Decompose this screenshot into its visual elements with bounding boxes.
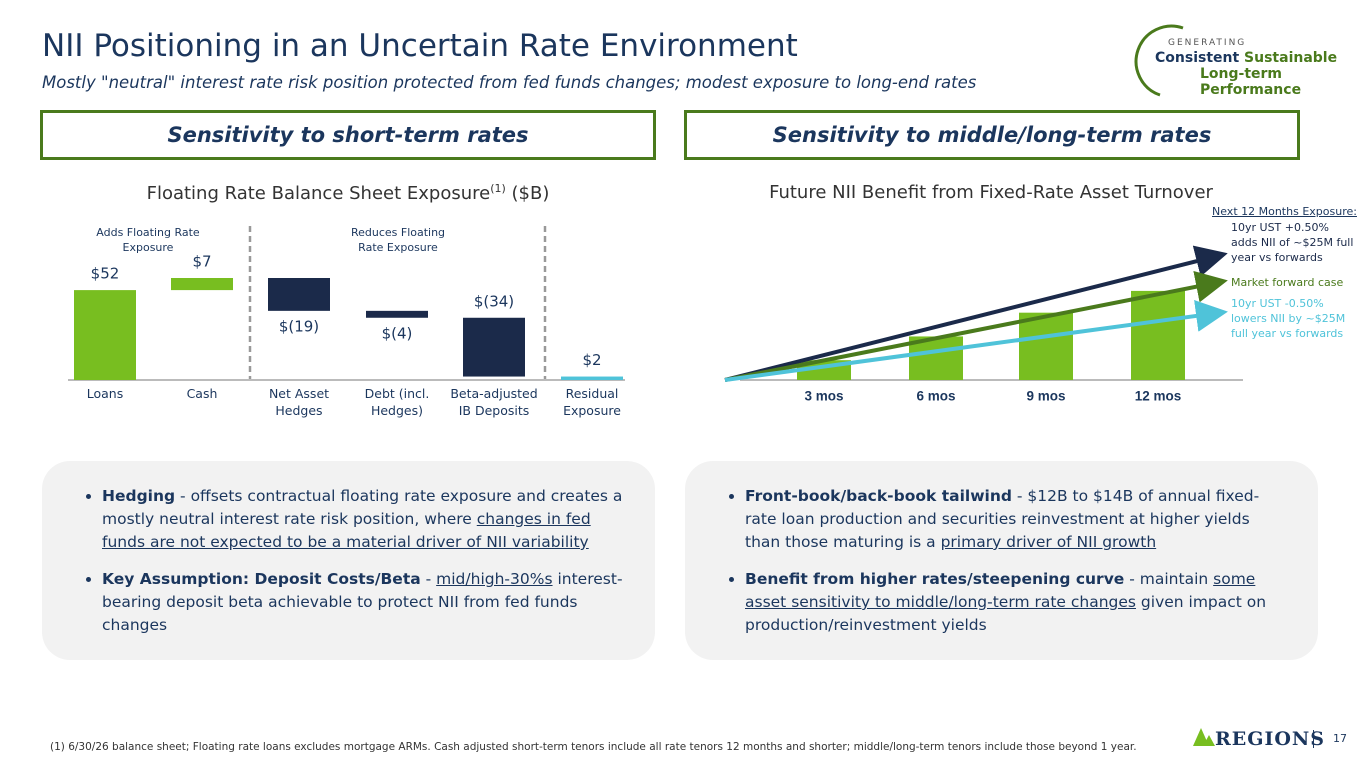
bullet-list: Front-book/back-book tailwind - $12B to … <box>685 461 1318 637</box>
line <box>724 300 1228 382</box>
legend-entry: 10yr UST +0.50% adds NII of ~$25M full y… <box>1231 221 1354 264</box>
bullet-run: interest-bearing deposit beta achievable… <box>102 570 623 634</box>
bullet-run: - offsets contractual floating rate expo… <box>102 487 623 528</box>
brand-icon <box>1193 728 1215 746</box>
bar <box>1131 290 1185 380</box>
bullet-run: Benefit from higher rates/steepening cur… <box>745 570 1125 588</box>
bullet-run: primary driver of NII growth <box>940 533 1157 551</box>
value-label: $(19) <box>279 317 319 335</box>
line <box>724 245 1228 382</box>
bullet-box: Front-book/back-book tailwind - $12B to … <box>685 461 1318 660</box>
value-label: $52 <box>91 265 120 283</box>
bar <box>561 376 623 380</box>
x-tick-label: 6 mos <box>916 389 955 404</box>
bullet-run: changes in fed funds are not expected to… <box>102 510 591 551</box>
logo-word: Sustainable <box>1244 50 1338 66</box>
x-tick-label: Net Asset Hedges <box>268 386 330 418</box>
subtitle: Mostly "neutral" interest rate risk posi… <box>42 73 977 92</box>
note-ref: (1) <box>490 182 506 195</box>
value-label: $(34) <box>474 292 514 310</box>
chart-unit: ($B) <box>511 183 550 204</box>
legend-entry: Market forward case <box>1231 276 1344 289</box>
title: NII Positioning in an Uncertain Rate Env… <box>42 28 798 64</box>
bullet-run: mid/high-30%s <box>436 570 553 588</box>
line <box>724 270 1228 382</box>
chart-title-text: Floating Rate Balance Sheet Exposure <box>146 183 491 204</box>
bar <box>74 290 136 380</box>
x-tick-label: Beta-adjusted IB Deposits <box>450 386 538 418</box>
x-tick-label: Loans <box>86 386 124 401</box>
bullet-run: - maintain <box>1124 570 1214 588</box>
section-header: Sensitivity to middle/long-term rates <box>684 110 1300 160</box>
bar <box>463 317 525 377</box>
value-label: $(4) <box>382 324 413 342</box>
bullet-run: Key Assumption: Deposit Costs/Beta <box>102 570 421 588</box>
logo-line: Long-term Performance <box>1200 66 1302 98</box>
x-tick-label: 3 mos <box>804 389 843 404</box>
logo-word: Consistent <box>1155 50 1240 66</box>
bar <box>366 310 428 318</box>
bullet: Benefit from higher rates/steepening cur… <box>745 568 1288 637</box>
annotation: Reduces Floating Rate Exposure <box>350 226 446 254</box>
bullet-run: - <box>420 570 437 588</box>
x-tick-label: Cash <box>186 386 218 401</box>
logo-arc <box>1134 24 1184 97</box>
logo-line: Consistent Sustainable <box>1155 50 1337 66</box>
legend-title: Next 12 Months Exposure: <box>1212 205 1357 218</box>
bullet: Front-book/back-book tailwind - $12B to … <box>745 485 1288 554</box>
legend-entry: 10yr UST -0.50% lowers NII by ~$25M full… <box>1231 297 1346 340</box>
x-tick-label: 9 mos <box>1026 389 1065 404</box>
bullet: Hedging - offsets contractual floating r… <box>102 485 625 554</box>
bar <box>171 278 233 291</box>
brand: REGIONS <box>1215 728 1326 750</box>
bar <box>1019 312 1073 380</box>
chart-title: Floating Rate Balance Sheet Exposure(1) … <box>120 182 576 204</box>
divider <box>1313 730 1314 748</box>
logo-top: GENERATING <box>1168 38 1247 48</box>
annotation: Adds Floating Rate Exposure <box>96 226 200 254</box>
bullet: Key Assumption: Deposit Costs/Beta - mid… <box>102 568 625 637</box>
bullet-list: Hedging - offsets contractual floating r… <box>42 461 655 637</box>
bullet-run: Hedging <box>102 487 176 505</box>
x-tick-label: Residual Exposure <box>563 386 621 418</box>
x-tick-label: 12 mos <box>1135 389 1182 404</box>
chart-title: Future NII Benefit from Fixed-Rate Asset… <box>769 182 1213 203</box>
section-header: Sensitivity to short-term rates <box>40 110 656 160</box>
bullet-run: some asset sensitivity to middle/long-te… <box>745 570 1256 611</box>
footnote: (1) 6/30/26 balance sheet; Floating rate… <box>50 741 1137 753</box>
bar <box>268 278 330 311</box>
value-label: $7 <box>192 253 211 271</box>
x-tick-label: Debt (incl. Hedges) <box>364 386 430 418</box>
bullet-run: given impact on production/reinvestment … <box>745 593 1267 634</box>
page-number: 17 <box>1333 732 1347 745</box>
bullet-run: Front-book/back-book tailwind <box>745 487 1012 505</box>
bullet-run: - $12B to $14B of annual fixed-rate loan… <box>745 487 1260 551</box>
bullet-box: Hedging - offsets contractual floating r… <box>42 461 655 660</box>
value-label: $2 <box>582 351 601 369</box>
